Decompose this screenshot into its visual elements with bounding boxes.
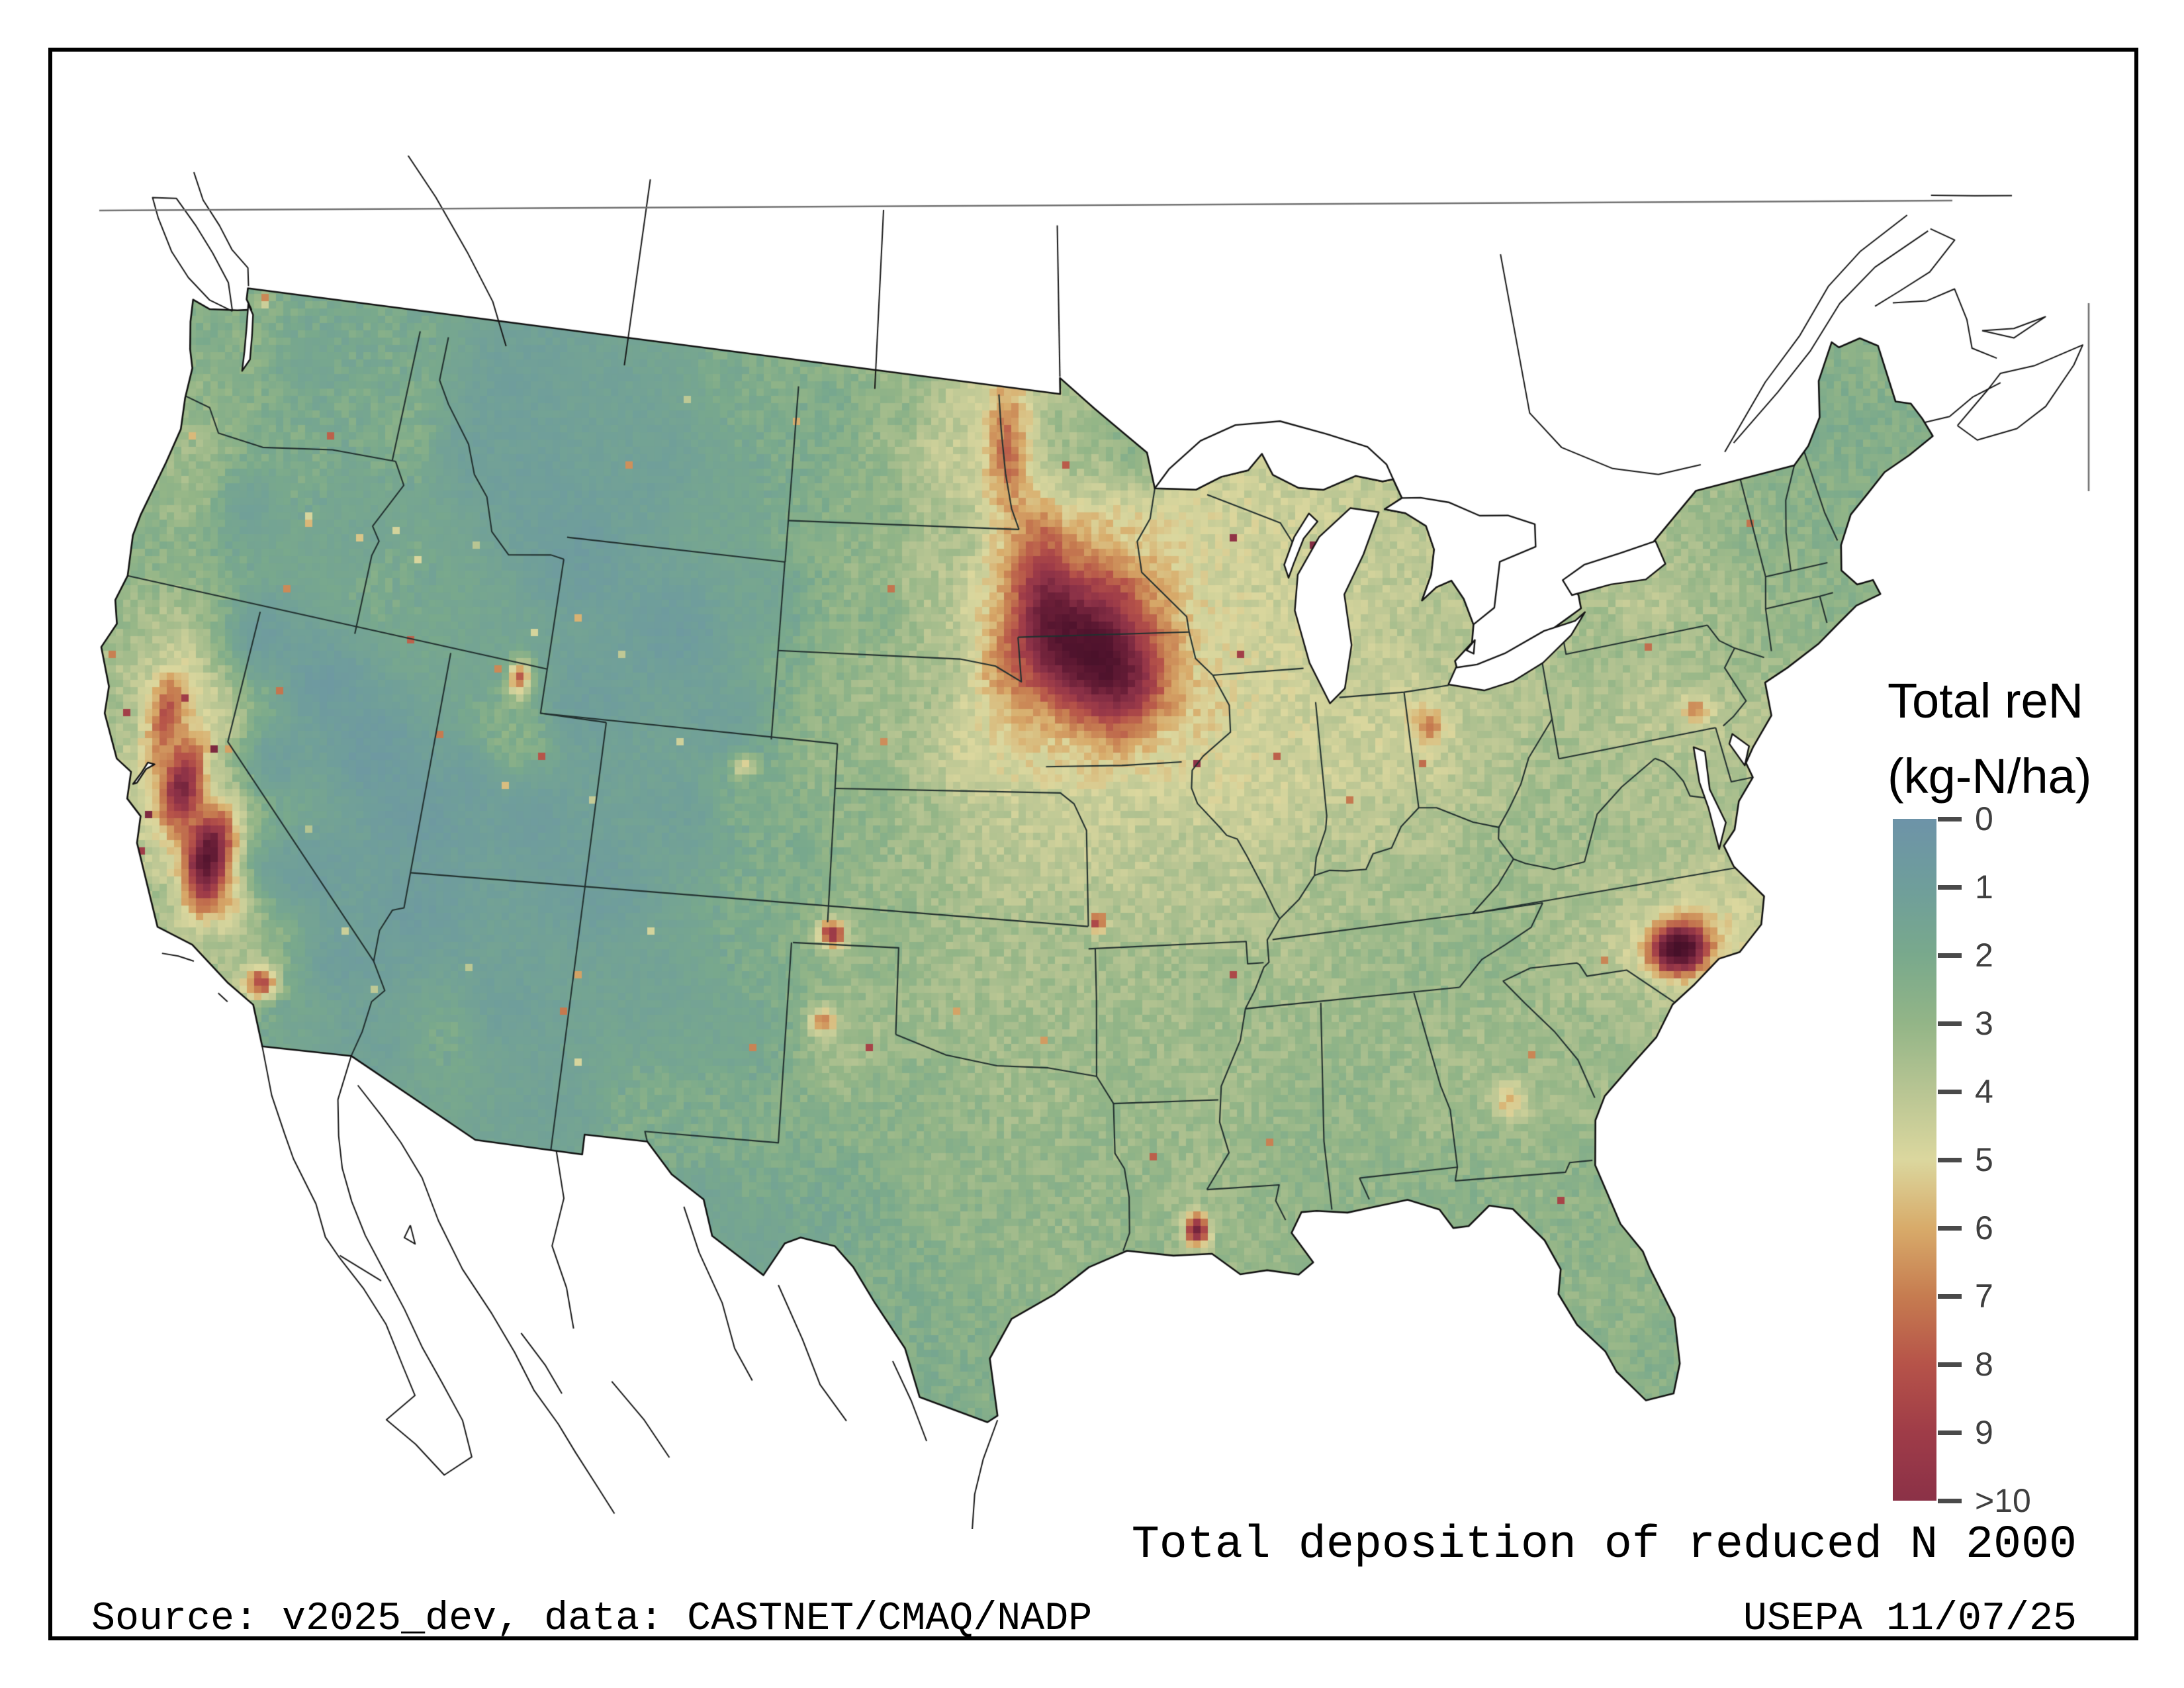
legend-tick-mark (1938, 953, 1962, 958)
legend-tick-mark (1938, 885, 1962, 890)
legend-tick-mark (1938, 1090, 1962, 1094)
legend-title-line2: (kg-N/ha) (1888, 749, 2092, 804)
legend-tick-label: 8 (1975, 1346, 1993, 1383)
legend-tick-mark (1938, 1226, 1962, 1231)
legend-tick-label: 9 (1975, 1414, 1993, 1451)
legend-title-line1: Total reN (1888, 673, 2084, 728)
source-note: Source: v2025_dev, data: CASTNET/CMAQ/NA… (91, 1597, 1093, 1642)
figure-frame-border (48, 48, 2138, 1640)
legend-tick-mark (1938, 817, 1962, 821)
legend-tick-label: >10 (1975, 1482, 2031, 1519)
map-title: Total deposition of reduced N 2000 (1131, 1519, 2077, 1571)
legend-tick-label: 1 (1975, 868, 1993, 906)
legend-tick-label: 3 (1975, 1005, 1993, 1042)
agency-date-note: USEPA 11/07/25 (1743, 1597, 2077, 1642)
legend-colorbar (1893, 819, 1936, 1501)
legend-tick-mark (1938, 1362, 1962, 1367)
legend-tick-mark (1938, 1158, 1962, 1162)
legend-tick-label: 5 (1975, 1141, 1993, 1178)
legend-tick-label: 2 (1975, 937, 1993, 974)
legend-tick-label: 0 (1975, 800, 1993, 837)
us-deposition-map (79, 156, 2105, 1529)
legend-tick-label: 6 (1975, 1209, 1993, 1246)
legend-tick-label: 4 (1975, 1073, 1993, 1110)
legend-tick-mark (1938, 1021, 1962, 1026)
legend-tick-label: 7 (1975, 1278, 1993, 1315)
legend-title: Total reN (kg-N/ha) (1888, 663, 2091, 814)
legend-tick-mark (1938, 1294, 1962, 1299)
legend-tick-mark (1938, 1499, 1962, 1503)
legend-tick-mark (1938, 1430, 1962, 1435)
